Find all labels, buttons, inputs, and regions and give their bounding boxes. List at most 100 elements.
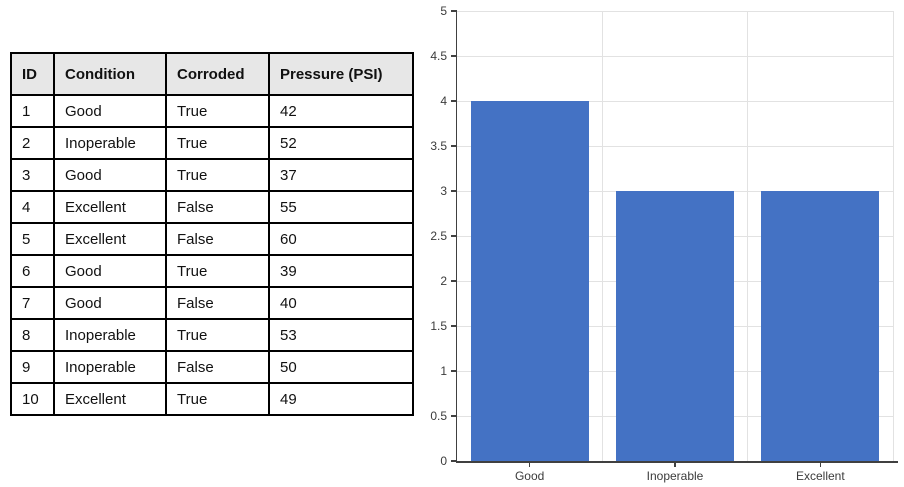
table-cell: 1 (10, 94, 55, 128)
table-cell: 60 (268, 222, 414, 256)
table-row: 6 Good True 39 (10, 254, 414, 288)
bar-inoperable (616, 191, 734, 461)
y-gridline (457, 100, 893, 102)
table-row: 3 Good True 37 (10, 158, 414, 192)
y-axis-label: 0.5 (430, 409, 447, 423)
table-cell: False (165, 222, 270, 256)
y-axis-tick (451, 235, 457, 237)
table-row: 2 Inoperable True 52 (10, 126, 414, 160)
x-gridline (892, 11, 894, 461)
column-header: Corroded (165, 52, 270, 96)
y-axis-tick (451, 55, 457, 57)
table-cell: True (165, 158, 270, 192)
table-cell: Excellent (53, 190, 167, 224)
table-cell: 7 (10, 286, 55, 320)
table-cell: 52 (268, 126, 414, 160)
x-gridline (601, 11, 603, 461)
table-cell: 5 (10, 222, 55, 256)
x-axis-tick (528, 462, 531, 467)
table-cell: 49 (268, 382, 414, 416)
table-cell: 42 (268, 94, 414, 128)
table-cell: 53 (268, 318, 414, 352)
x-axis-label: Good (514, 469, 545, 483)
y-axis-tick (451, 145, 457, 147)
table-cell: Inoperable (53, 350, 167, 384)
x-axis-label: Inoperable (646, 469, 704, 483)
table-row: 9 Inoperable False 50 (10, 350, 414, 384)
y-axis-label: 1 (440, 364, 447, 378)
table-cell: True (165, 254, 270, 288)
table-cell: True (165, 318, 270, 352)
table-cell: 2 (10, 126, 55, 160)
table-cell: True (165, 126, 270, 160)
table-header-row: ID Condition Corroded Pressure (PSI) (10, 52, 414, 96)
y-axis-label: 4.5 (430, 49, 447, 63)
table-cell: 40 (268, 286, 414, 320)
pipe-inspection-table: ID Condition Corroded Pressure (PSI) 1 Good T… (10, 52, 414, 416)
table-header: ID Condition Corroded Pressure (PSI) (10, 52, 414, 96)
y-axis-label: 4 (440, 94, 447, 108)
x-axis-tick (819, 462, 822, 467)
table-cell: False (165, 350, 270, 384)
y-axis-tick (451, 100, 457, 102)
table-row: 4 Excellent False 55 (10, 190, 414, 224)
table-cell: Inoperable (53, 126, 167, 160)
column-header: Condition (53, 52, 167, 96)
table-cell: Good (53, 94, 167, 128)
table-cell: 9 (10, 350, 55, 384)
y-axis-label: 5 (440, 4, 447, 18)
table-row: 5 Excellent False 60 (10, 222, 414, 256)
table-cell: Good (53, 158, 167, 192)
table-cell: Inoperable (53, 318, 167, 352)
table-cell: 6 (10, 254, 55, 288)
y-axis-label: 2.5 (430, 229, 447, 243)
y-axis-label: 3 (440, 184, 447, 198)
table-cell: 3 (10, 158, 55, 192)
table-row: 8 Inoperable True 53 (10, 318, 414, 352)
y-axis-label: 3.5 (430, 139, 447, 153)
table-cell: False (165, 190, 270, 224)
table-cell: Good (53, 254, 167, 288)
y-axis-line (455, 11, 457, 463)
table-cell: 37 (268, 158, 414, 192)
table-cell: 4 (10, 190, 55, 224)
y-axis-label: 2 (440, 274, 447, 288)
table-cell: 10 (10, 382, 55, 416)
y-axis-tick (451, 460, 457, 462)
y-axis-tick (451, 325, 457, 327)
column-header: ID (10, 52, 55, 96)
table-row: 7 Good False 40 (10, 286, 414, 320)
bar-good (470, 101, 589, 461)
table-cell: True (165, 94, 270, 128)
x-axis-line (455, 461, 898, 463)
table-cell: Excellent (53, 382, 167, 416)
table-cell: 55 (268, 190, 414, 224)
x-axis-tick (674, 462, 676, 467)
column-header: Pressure (PSI) (268, 52, 414, 96)
y-axis-tick (451, 280, 457, 282)
table-cell: 39 (268, 254, 414, 288)
table-cell: Good (53, 286, 167, 320)
table-row: 1 Good True 42 (10, 94, 414, 128)
x-axis-label: Excellent (795, 469, 845, 483)
table-body: 1 Good True 42 2 Inoperable True 52 3 Good True 37 4… (10, 94, 414, 416)
y-gridline (457, 10, 893, 12)
x-gridline (747, 11, 749, 461)
table-cell: True (165, 382, 270, 416)
y-axis-tick (451, 415, 457, 417)
table-cell: 8 (10, 318, 55, 352)
table-cell: 50 (268, 350, 414, 384)
y-axis-tick (451, 10, 457, 12)
y-axis-label: 0 (440, 454, 447, 468)
table-row: 10 Excellent True 49 (10, 382, 414, 416)
table-cell: False (165, 286, 270, 320)
y-gridline (457, 145, 893, 147)
bar-excellent (761, 191, 880, 461)
y-axis-tick (451, 190, 457, 192)
y-axis-tick (451, 370, 457, 372)
table-cell: Excellent (53, 222, 167, 256)
y-gridline (457, 55, 893, 57)
y-axis-label: 1.5 (430, 319, 447, 333)
